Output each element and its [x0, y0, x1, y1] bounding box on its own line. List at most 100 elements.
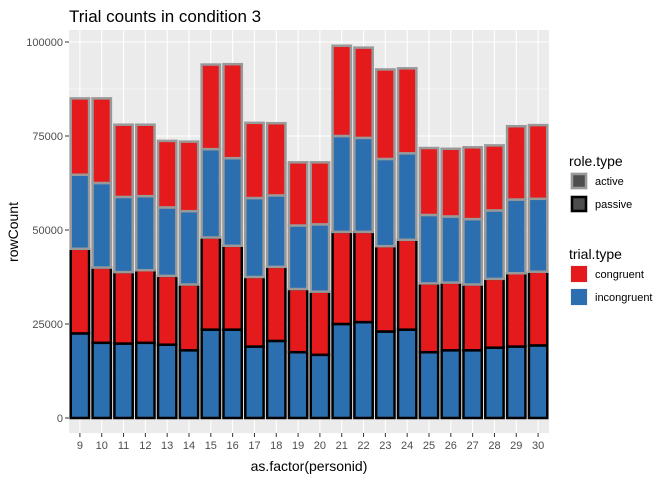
y-tick-label: 100000	[26, 37, 63, 49]
legend-key-incongruent	[571, 289, 587, 305]
y-tick-label: 25000	[32, 319, 63, 331]
bar-segment-active-congruent-22	[353, 46, 374, 140]
bar-segment-active-congruent-24	[396, 67, 418, 155]
x-tick-label: 22	[357, 440, 369, 452]
bar-segment-passive-incongruent-26	[440, 349, 462, 420]
bar-segment-passive-congruent-26	[440, 281, 462, 352]
bar-segment-active-incongruent-10	[91, 181, 113, 269]
bar-segment-active-congruent-13	[156, 139, 178, 209]
bar-segment-passive-congruent-27	[462, 283, 484, 352]
bar-segment-active-incongruent-9	[69, 173, 91, 251]
bar-segment-active-congruent-19	[287, 161, 309, 227]
y-tick-label: 0	[57, 413, 63, 425]
bar-segment-active-incongruent-28	[484, 209, 505, 281]
bar-segment-passive-incongruent-16	[222, 328, 244, 420]
x-tick-label: 28	[488, 440, 500, 452]
bar-segment-active-congruent-30	[527, 123, 549, 201]
x-tick-label: 24	[401, 440, 413, 452]
bar-segment-passive-congruent-9	[69, 247, 91, 335]
bar-segment-active-incongruent-24	[396, 152, 418, 242]
bar-segment-active-incongruent-17	[244, 196, 265, 279]
bar-segment-active-congruent-26	[440, 147, 462, 218]
legend-label-incongruent: incongruent	[595, 292, 653, 304]
bar-segment-passive-congruent-28	[484, 277, 505, 349]
x-tick-label: 27	[467, 440, 479, 452]
x-tick-label: 29	[510, 440, 522, 452]
bar-segment-active-incongruent-11	[113, 195, 134, 274]
bar-segment-active-incongruent-25	[418, 213, 440, 285]
x-tick-label: 16	[227, 440, 239, 452]
bar-segment-passive-congruent-13	[156, 274, 178, 346]
y-tick-label: 75000	[32, 131, 63, 143]
bar-segment-active-congruent-15	[200, 63, 222, 151]
bar-segment-passive-incongruent-14	[178, 349, 200, 420]
x-tick-label: 25	[423, 440, 435, 452]
x-tick-label: 20	[314, 440, 326, 452]
bar-segment-passive-incongruent-22	[353, 320, 374, 420]
x-tick-label: 14	[183, 440, 195, 452]
bar-segment-passive-incongruent-20	[309, 353, 331, 420]
bar-segment-passive-incongruent-21	[331, 322, 353, 420]
y-axis-title: rowCount	[5, 202, 21, 262]
bar-segment-active-congruent-14	[178, 140, 200, 213]
bar-segment-active-incongruent-14	[178, 209, 200, 286]
bar-segment-active-congruent-11	[113, 123, 134, 199]
bar-segment-passive-incongruent-18	[265, 339, 287, 420]
bar-segment-active-congruent-29	[505, 124, 527, 201]
y-axis: 0 25000 50000 75000 100000	[26, 37, 69, 425]
bar-segment-passive-congruent-10	[91, 266, 113, 345]
bar-segment-passive-congruent-16	[222, 244, 244, 331]
bar-segment-active-congruent-18	[265, 121, 287, 197]
bar-segment-passive-incongruent-24	[396, 328, 418, 420]
bar-segment-passive-congruent-14	[178, 283, 200, 352]
legend-title-role-type: role.type	[569, 153, 623, 169]
bar-segment-passive-incongruent-28	[484, 346, 505, 420]
bar-segment-active-congruent-23	[374, 68, 396, 161]
bar-segment-active-incongruent-23	[374, 157, 396, 248]
bar-segment-active-incongruent-12	[134, 194, 156, 272]
x-tick-label: 12	[139, 440, 151, 452]
legend-label-passive: passive	[595, 199, 632, 211]
bar-segment-active-incongruent-29	[505, 198, 527, 275]
bar-segment-passive-incongruent-13	[156, 343, 178, 420]
bar-segment-active-congruent-12	[134, 123, 156, 198]
x-tick-label: 26	[445, 440, 457, 452]
legend-key-active	[570, 172, 588, 190]
bar-segment-passive-congruent-22	[353, 230, 374, 324]
bar-segment-passive-incongruent-17	[244, 345, 265, 420]
bar-segment-passive-incongruent-11	[113, 342, 134, 420]
bar-segment-active-incongruent-18	[265, 194, 287, 269]
bar-segment-passive-congruent-11	[113, 270, 134, 345]
bar-segment-passive-incongruent-30	[527, 344, 549, 420]
x-tick-label: 21	[336, 440, 348, 452]
bar-segment-passive-congruent-29	[505, 271, 527, 348]
bar-segment-active-incongruent-15	[200, 147, 222, 239]
bar-segment-passive-congruent-17	[244, 275, 265, 348]
bar-segment-passive-incongruent-9	[69, 332, 91, 420]
x-tick-label: 19	[292, 440, 304, 452]
legend-label-active: active	[595, 176, 624, 188]
y-tick-label: 50000	[32, 225, 63, 237]
bar-segment-active-congruent-16	[222, 62, 244, 160]
x-tick-label: 23	[379, 440, 391, 452]
x-tick-label: 17	[248, 440, 260, 452]
bar-segment-passive-incongruent-19	[287, 350, 309, 420]
bar-segment-passive-incongruent-27	[462, 349, 484, 420]
bar-segment-passive-congruent-18	[265, 265, 287, 343]
bar-segment-active-incongruent-13	[156, 206, 178, 278]
bars-group	[69, 44, 549, 420]
bar-segment-passive-congruent-30	[527, 270, 549, 347]
bar-segment-passive-incongruent-25	[418, 350, 440, 420]
bar-segment-passive-incongruent-15	[200, 328, 222, 420]
x-axis: 9 10 11 12 13 14 15 16 17 18 19 20 21 22 23 24 25 26 27 28 2…	[77, 433, 544, 452]
bar-segment-active-congruent-20	[309, 161, 331, 226]
x-tick-label: 15	[205, 440, 217, 452]
bar-segment-passive-incongruent-10	[91, 341, 113, 420]
x-tick-label: 9	[77, 440, 83, 452]
bar-segment-active-incongruent-26	[440, 215, 462, 284]
x-tick-label: 18	[270, 440, 282, 452]
bar-segment-active-congruent-25	[418, 146, 440, 217]
x-tick-label: 13	[161, 440, 173, 452]
bar-segment-active-congruent-21	[331, 44, 353, 138]
